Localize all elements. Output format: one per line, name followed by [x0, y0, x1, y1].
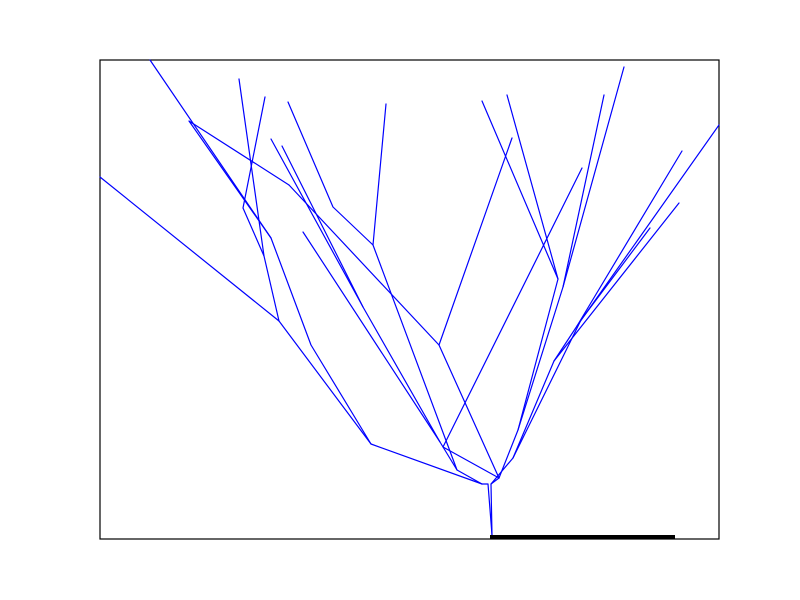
branch: [270, 138, 441, 443]
branch: [302, 231, 458, 471]
tree-branches: [99, 59, 720, 536]
branch: [562, 66, 625, 288]
plot-frame: [99, 59, 720, 540]
branch: [481, 100, 559, 479]
branch: [281, 145, 364, 308]
branch: [372, 103, 483, 485]
branch: [188, 120, 290, 239]
branch: [99, 176, 483, 485]
branch: [576, 150, 683, 327]
branch: [481, 483, 493, 536]
branch: [149, 59, 372, 445]
scale-bar: [490, 535, 675, 539]
branch: [442, 167, 583, 479]
branch: [242, 96, 266, 257]
branch: [506, 94, 559, 280]
branch: [438, 137, 513, 346]
branch: [490, 477, 500, 536]
branch: [490, 202, 680, 485]
branch: [512, 227, 651, 459]
branch: [287, 101, 374, 246]
